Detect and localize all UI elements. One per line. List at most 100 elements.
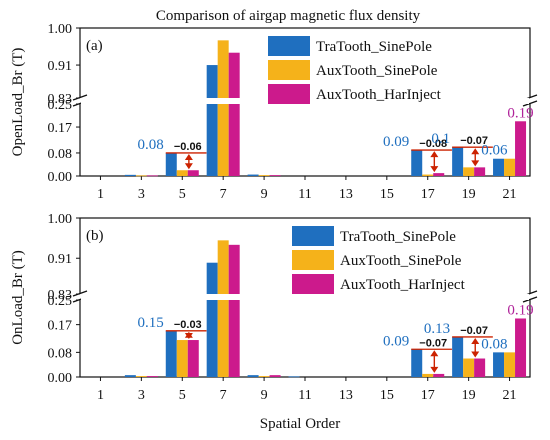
- legend-swatch: [268, 36, 310, 56]
- y-axis-title: OpenLoad_Br (T): [10, 48, 26, 157]
- x-tick-label: 19: [462, 187, 476, 202]
- annotation-diff: −0.06: [174, 141, 202, 153]
- bar-TraTooth_SinePole-3: [124, 174, 136, 176]
- bar-AuxTooth_SinePole-17: [422, 174, 434, 176]
- x-tick-label: 17: [421, 388, 435, 403]
- x-tick-label: 21: [503, 388, 517, 403]
- x-tick-label: 1: [97, 187, 104, 202]
- x-tick-label: 7: [220, 187, 227, 202]
- annotation-arrowhead: [430, 151, 439, 158]
- x-tick-label: 13: [339, 187, 353, 202]
- bar-TraTooth_SinePole-21: [493, 158, 505, 176]
- x-tick-label: 1: [97, 388, 104, 403]
- annotation-top: 0.19: [507, 105, 533, 121]
- annotation-value: 0.08: [138, 137, 164, 153]
- annotation-arrowhead: [184, 333, 193, 340]
- annotation-arrowhead: [430, 350, 439, 357]
- y-tick-label: 0.25: [48, 294, 73, 309]
- bar-TraTooth_SinePole-5: [165, 330, 177, 377]
- bar-AuxTooth_HarInject-21: [515, 318, 527, 377]
- y-tick-label: 0.00: [48, 170, 73, 185]
- legend-label: AuxTooth_SinePole: [340, 253, 462, 269]
- legend-label: AuxTooth_HarInject: [340, 277, 466, 293]
- bar-break-gap: [81, 294, 529, 300]
- x-tick-label: 5: [179, 388, 186, 403]
- y-tick-label: 0.17: [48, 121, 73, 136]
- bar-AuxTooth_SinePole-19: [463, 167, 475, 176]
- y-tick-label: 1.00: [48, 212, 73, 227]
- x-tick-label: 21: [503, 187, 517, 202]
- y-tick-label: 0.91: [48, 59, 73, 74]
- annotation-arrowhead: [430, 166, 439, 173]
- legend-label: AuxTooth_HarInject: [316, 87, 442, 103]
- bar-AuxTooth_SinePole-7: [217, 40, 229, 177]
- annotation-value: 0.1: [431, 131, 450, 147]
- bar-AuxTooth_HarInject-17: [433, 373, 445, 377]
- bar-AuxTooth_SinePole-3: [135, 175, 147, 177]
- legend-swatch: [268, 84, 310, 104]
- bar-AuxTooth_HarInject-19: [474, 167, 486, 176]
- bar-TraTooth_SinePole-7: [206, 262, 218, 377]
- legend-label: TraTooth_SinePole: [316, 39, 432, 55]
- y-tick-label: 0.83: [48, 288, 73, 303]
- bar-AuxTooth_SinePole-5: [176, 340, 188, 377]
- x-tick-label: 9: [261, 388, 268, 403]
- bar-TraTooth_SinePole-5: [165, 152, 177, 176]
- x-tick-label: 9: [261, 187, 268, 202]
- bar-AuxTooth_SinePole-5: [176, 170, 188, 176]
- annotation-top: 0.19: [507, 302, 533, 318]
- annotation-arrowhead: [471, 160, 480, 167]
- y-tick-label: 1.00: [48, 22, 73, 37]
- x-tick-label: 7: [220, 388, 227, 403]
- y-tick-label: 0.83: [48, 92, 73, 107]
- annotation-arrowhead: [471, 351, 480, 358]
- x-tick-label: 13: [339, 388, 353, 403]
- legend-swatch: [292, 250, 334, 270]
- x-tick-label: 11: [298, 187, 311, 202]
- annotation-arrowhead: [184, 163, 193, 170]
- annotation-value: 0.08: [481, 336, 507, 352]
- bar-AuxTooth_HarInject-21: [515, 121, 527, 176]
- bar-AuxTooth_SinePole-3: [135, 376, 147, 377]
- bar-AuxTooth_HarInject-5: [187, 170, 199, 176]
- bar-TraTooth_SinePole-19: [452, 147, 464, 176]
- bar-TraTooth_SinePole-9: [247, 174, 259, 176]
- bar-TraTooth_SinePole-7: [206, 65, 218, 176]
- bar-AuxTooth_HarInject-5: [187, 340, 199, 377]
- bar-TraTooth_SinePole-11: [288, 376, 300, 378]
- annotation-arrowhead: [471, 337, 480, 344]
- bar-AuxTooth_SinePole-17: [422, 373, 434, 377]
- annotation-value: 0.06: [481, 143, 508, 159]
- panel-a: 0.000.080.170.250.830.911.00OpenLoad_Br …: [10, 22, 540, 202]
- bar-AuxTooth_SinePole-21: [504, 158, 516, 176]
- annotation-arrowhead: [471, 148, 480, 155]
- bar-AuxTooth_SinePole-19: [463, 358, 475, 377]
- annotation-value: 0.15: [138, 315, 164, 331]
- bar-AuxTooth_SinePole-9: [258, 175, 270, 176]
- bar-TraTooth_SinePole-3: [124, 375, 136, 377]
- x-tick-label: 15: [380, 388, 394, 403]
- bar-AuxTooth_SinePole-7: [217, 240, 229, 377]
- y-tick-label: 0.91: [48, 252, 73, 267]
- x-tick-label: 5: [179, 187, 186, 202]
- y-tick-label: 0.25: [48, 98, 73, 113]
- legend-swatch: [292, 226, 334, 246]
- panel-label: (a): [86, 38, 103, 54]
- annotation-diff: −0.07: [460, 325, 488, 337]
- bar-TraTooth_SinePole-9: [247, 375, 259, 377]
- bar-AuxTooth_SinePole-9: [258, 376, 270, 377]
- legend-swatch: [292, 274, 334, 294]
- bar-AuxTooth_HarInject-9: [269, 375, 281, 377]
- x-tick-label: 19: [462, 388, 476, 403]
- bar-AuxTooth_HarInject-19: [474, 358, 486, 377]
- bar-TraTooth_SinePole-21: [493, 352, 505, 377]
- annotation-diff: −0.07: [460, 135, 488, 147]
- bar-TraTooth_SinePole-17: [411, 150, 423, 176]
- bar-TraTooth_SinePole-19: [452, 336, 464, 377]
- x-tick-label: 11: [298, 388, 311, 403]
- annotation-diff: −0.08: [419, 138, 447, 150]
- chart-title: Comparison of airgap magnetic flux densi…: [156, 8, 421, 24]
- x-axis-title: Spatial Order: [260, 416, 340, 432]
